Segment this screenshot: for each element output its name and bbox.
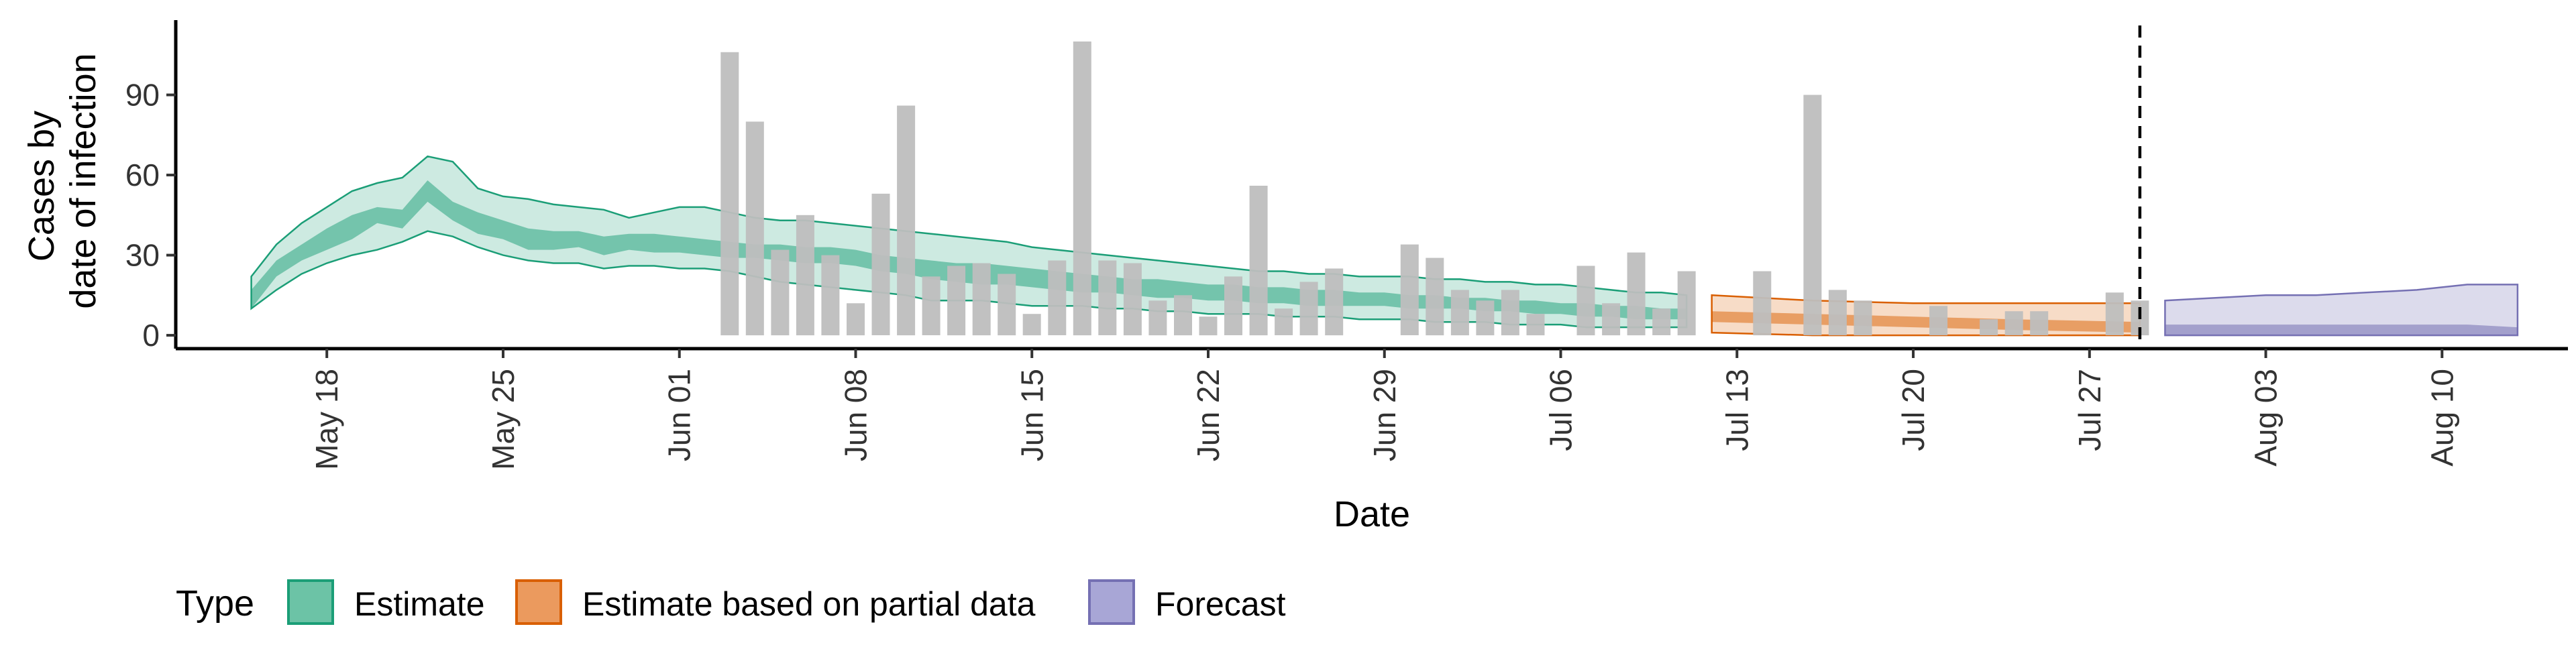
uncertainty-bands bbox=[250, 155, 2519, 337]
observed-case-bar bbox=[1501, 290, 1519, 336]
legend-swatch bbox=[515, 579, 562, 625]
observed-case-bar bbox=[1275, 308, 1293, 335]
y-tick-label: 90 bbox=[125, 78, 160, 113]
y-axis-ticks: 0 30 60 90 bbox=[125, 78, 176, 353]
observed-case-bar bbox=[1022, 314, 1041, 336]
observed-case-bar bbox=[972, 263, 991, 336]
observed-case-bar bbox=[1576, 266, 1595, 336]
observed-case-bar bbox=[1325, 268, 1344, 336]
y-tick-label: 30 bbox=[125, 238, 160, 273]
legend-label: Estimate bbox=[354, 585, 485, 623]
x-tick-label: Aug 10 bbox=[2424, 369, 2459, 467]
observed-case-bar bbox=[1929, 306, 1948, 336]
legend-swatch bbox=[1088, 579, 1135, 625]
x-tick-label: Jun 15 bbox=[1014, 369, 1049, 461]
observed-case-bar bbox=[796, 215, 814, 336]
observed-case-bar bbox=[1980, 319, 1998, 336]
legend: Type Estimate Estimate based on partial d… bbox=[176, 579, 1286, 625]
observed-case-bar bbox=[1073, 41, 1091, 336]
observed-case-bar bbox=[1803, 95, 1822, 335]
observed-case-bar bbox=[1602, 303, 1621, 336]
x-axis-ticks: May 18 May 25 Jun 01 Jun 08 Jun 15 Jun 22 Jun … bbox=[309, 349, 2459, 470]
observed-case-bar bbox=[1148, 300, 1167, 336]
observed-case-bar bbox=[871, 193, 890, 335]
observed-case-bar bbox=[1526, 314, 1545, 336]
x-tick-label: Jun 29 bbox=[1367, 369, 1402, 461]
observed-case-bar bbox=[1426, 257, 1444, 336]
observed-case-bar bbox=[1249, 186, 1268, 336]
x-axis-title: Date bbox=[1334, 494, 1410, 534]
observed-case-bar bbox=[1677, 271, 1696, 336]
observed-case-bar bbox=[1098, 260, 1117, 335]
observed-case-bar bbox=[2105, 292, 2124, 335]
observed-case-bar bbox=[1199, 316, 1218, 336]
x-tick-label: May 25 bbox=[486, 369, 521, 470]
observed-case-bar bbox=[998, 274, 1016, 336]
observed-case-bar bbox=[2030, 311, 2049, 336]
observed-case-bar bbox=[922, 276, 941, 335]
observed-case-bar bbox=[897, 105, 916, 336]
observed-case-bar bbox=[1450, 290, 1469, 336]
y-tick-label: 0 bbox=[142, 318, 160, 353]
observed-case-bar bbox=[720, 52, 739, 336]
observed-case-bar bbox=[847, 303, 865, 336]
observed-case-bar bbox=[1123, 263, 1142, 336]
observed-case-bar bbox=[1174, 295, 1192, 336]
y-tick-label: 60 bbox=[125, 158, 160, 192]
observed-case-bar bbox=[947, 266, 966, 336]
observed-case-bar bbox=[1652, 308, 1671, 335]
observed-case-bar bbox=[1476, 300, 1495, 336]
observed-cases-bars bbox=[720, 41, 2149, 336]
observed-case-bar bbox=[1048, 260, 1067, 335]
x-tick-label: Jul 06 bbox=[1544, 369, 1578, 451]
observed-case-bar bbox=[745, 121, 764, 336]
y-axis-title-line-2: date of infection bbox=[63, 53, 103, 308]
x-tick-label: Jul 13 bbox=[1719, 369, 1754, 451]
estimate-50-interval bbox=[251, 180, 1687, 320]
x-tick-label: Jul 20 bbox=[1896, 369, 1931, 451]
x-tick-label: Jun 01 bbox=[662, 369, 697, 461]
x-tick-label: Jun 08 bbox=[839, 369, 873, 461]
observed-case-bar bbox=[1299, 282, 1318, 336]
x-tick-label: May 18 bbox=[309, 369, 344, 470]
observed-case-bar bbox=[771, 249, 790, 336]
x-tick-label: Jun 22 bbox=[1191, 369, 1226, 461]
axes bbox=[174, 20, 2568, 351]
observed-case-bar bbox=[1627, 252, 1646, 336]
y-axis-title-line-1: Cases by bbox=[21, 111, 62, 261]
observed-case-bar bbox=[2004, 311, 2023, 336]
forecast-50-interval bbox=[2165, 325, 2518, 336]
legend-label: Forecast bbox=[1155, 585, 1286, 623]
x-tick-label: Jul 27 bbox=[2072, 369, 2107, 451]
observed-case-bar bbox=[821, 255, 840, 336]
y-axis-title: Cases by date of infection bbox=[21, 53, 103, 308]
legend-title: Type bbox=[176, 583, 254, 624]
x-tick-label: Aug 03 bbox=[2249, 369, 2284, 467]
legend-swatch bbox=[287, 579, 334, 625]
observed-case-bar bbox=[1828, 290, 1847, 336]
observed-case-bar bbox=[1400, 244, 1419, 335]
observed-case-bar bbox=[1753, 271, 1772, 336]
observed-case-bar bbox=[1224, 276, 1242, 335]
legend-label: Estimate based on partial data bbox=[582, 585, 1036, 623]
observed-case-bar bbox=[1854, 300, 1872, 336]
